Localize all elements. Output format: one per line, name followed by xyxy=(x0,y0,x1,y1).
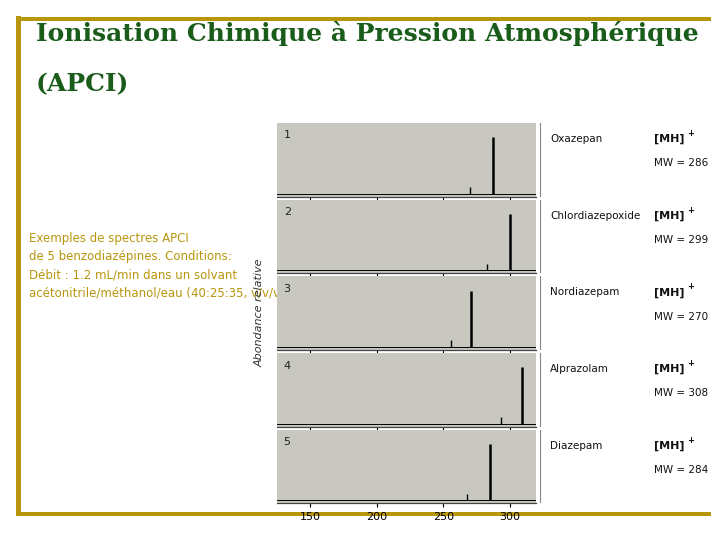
Text: MW = 308: MW = 308 xyxy=(654,388,708,399)
Text: +: + xyxy=(687,359,694,368)
Text: 5: 5 xyxy=(284,437,291,447)
Text: 4: 4 xyxy=(284,361,291,370)
Text: Abondance relative: Abondance relative xyxy=(254,259,264,367)
Text: [MH]: [MH] xyxy=(654,364,685,374)
Text: MW = 284: MW = 284 xyxy=(654,465,708,475)
Text: MW = 270: MW = 270 xyxy=(654,312,708,322)
Text: MW = 286: MW = 286 xyxy=(654,158,708,168)
Text: [MH]: [MH] xyxy=(654,211,685,221)
Text: Diazepam: Diazepam xyxy=(550,441,603,451)
Text: Chlordiazepoxide: Chlordiazepoxide xyxy=(550,211,641,221)
Text: MW = 299: MW = 299 xyxy=(654,235,708,245)
Text: [MH]: [MH] xyxy=(654,134,685,144)
Text: 1: 1 xyxy=(284,131,291,140)
Text: (APCI): (APCI) xyxy=(36,72,130,97)
Text: +: + xyxy=(687,282,694,292)
Text: 3: 3 xyxy=(284,284,291,294)
Text: Nordiazepam: Nordiazepam xyxy=(550,287,620,298)
Text: [MH]: [MH] xyxy=(654,441,685,451)
Text: Ionisation Chimique à Pression Atmosphérique: Ionisation Chimique à Pression Atmosphér… xyxy=(36,22,698,46)
Text: +: + xyxy=(687,129,694,138)
Text: [MH]: [MH] xyxy=(654,287,685,298)
Text: Exemples de spectres APCI
de 5 benzodiazépines. Conditions:
Débit : 1.2 mL/min d: Exemples de spectres APCI de 5 benzodiaz… xyxy=(29,232,284,299)
Text: +: + xyxy=(687,436,694,445)
Text: Oxazepan: Oxazepan xyxy=(550,134,603,144)
Text: Alprazolam: Alprazolam xyxy=(550,364,609,374)
Text: 2: 2 xyxy=(284,207,291,217)
Text: +: + xyxy=(687,206,694,215)
